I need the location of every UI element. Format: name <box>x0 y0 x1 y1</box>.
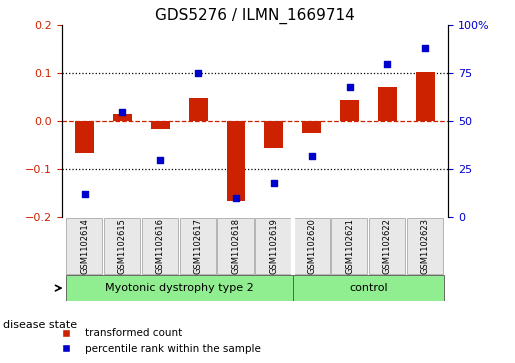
Bar <box>180 218 216 274</box>
Text: control: control <box>349 283 388 293</box>
Bar <box>293 218 330 274</box>
Point <box>118 109 127 115</box>
Point <box>307 153 316 159</box>
Bar <box>65 276 293 301</box>
Text: GSM1102614: GSM1102614 <box>80 218 89 274</box>
Bar <box>293 276 444 301</box>
Bar <box>104 218 140 274</box>
Text: GSM1102616: GSM1102616 <box>156 218 165 274</box>
Bar <box>340 100 359 121</box>
Title: GDS5276 / ILMN_1669714: GDS5276 / ILMN_1669714 <box>155 8 355 24</box>
Point <box>421 45 430 51</box>
Bar <box>142 218 178 274</box>
Bar <box>416 73 435 121</box>
Text: GSM1102619: GSM1102619 <box>269 218 279 274</box>
Bar <box>66 218 102 274</box>
Bar <box>378 87 397 121</box>
Bar <box>302 121 321 133</box>
Text: GSM1102620: GSM1102620 <box>307 218 316 274</box>
Text: GSM1102622: GSM1102622 <box>383 218 392 274</box>
Bar <box>331 218 367 274</box>
Point <box>346 84 354 90</box>
Point <box>232 195 240 201</box>
Bar <box>113 114 132 121</box>
Bar <box>75 121 94 152</box>
Point <box>80 191 89 197</box>
Bar <box>407 218 443 274</box>
Text: GSM1102618: GSM1102618 <box>231 218 241 274</box>
Text: disease state: disease state <box>3 320 77 330</box>
Bar <box>217 218 254 274</box>
Legend: transformed count, percentile rank within the sample: transformed count, percentile rank withi… <box>52 324 265 358</box>
Point <box>270 180 278 186</box>
Bar <box>227 121 246 200</box>
Bar <box>151 121 170 129</box>
Bar <box>264 121 283 148</box>
Point <box>194 70 202 76</box>
Text: GSM1102623: GSM1102623 <box>421 218 430 274</box>
Text: GSM1102617: GSM1102617 <box>194 218 202 274</box>
Bar <box>369 218 405 274</box>
Text: GSM1102621: GSM1102621 <box>345 218 354 274</box>
Text: GSM1102615: GSM1102615 <box>118 218 127 274</box>
Bar <box>255 218 291 274</box>
Point <box>383 61 391 67</box>
Point <box>156 157 164 163</box>
Bar <box>188 98 208 121</box>
Text: Myotonic dystrophy type 2: Myotonic dystrophy type 2 <box>105 283 253 293</box>
